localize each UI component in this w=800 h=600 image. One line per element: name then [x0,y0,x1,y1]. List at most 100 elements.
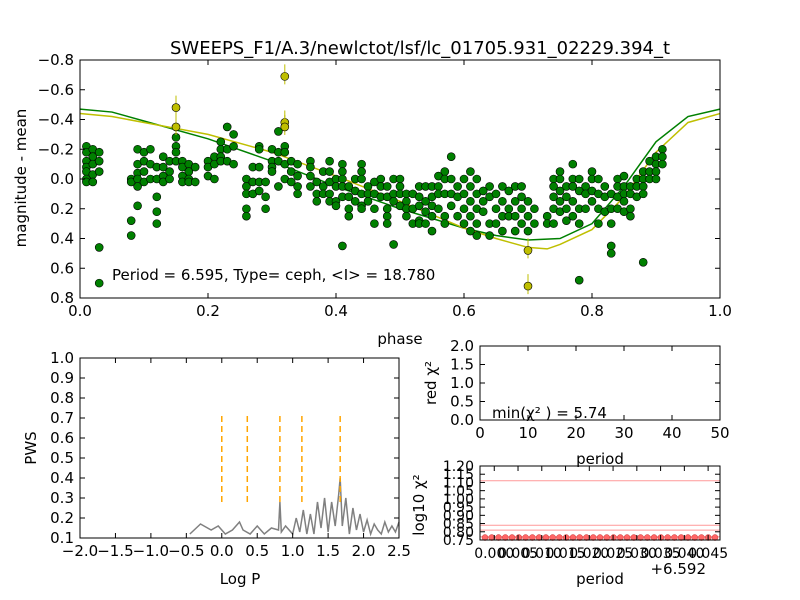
data-point-green [549,219,558,228]
x-tick-label: −2.0 [62,542,98,560]
data-point-green [165,167,174,176]
data-point-green [389,240,398,249]
x-tick-label: 0.000 [474,546,514,562]
data-point-green [440,219,450,228]
data-point-green [357,174,366,184]
data-point-green [242,204,251,214]
x-tick-label: 20 [566,424,585,442]
data-point-green [491,204,501,214]
x-tick-label: 2.5 [387,542,411,560]
data-point-green [472,174,482,184]
data-point-green [395,174,405,184]
data-point-green [421,219,430,228]
chi2-marker [637,534,644,541]
data-point-green [325,189,334,199]
y-tick-label: 0.0 [450,411,474,429]
data-point-green [562,204,571,214]
data-point-green [638,257,648,267]
log-chi2-markers [481,534,719,541]
data-point-green [402,211,411,221]
data-point-green [344,192,354,202]
x-tick-label: 0.5 [245,542,269,560]
chi2-marker [596,534,604,541]
y-tick-label: 1.20 [443,459,474,475]
y-tick-label: 0.8 [50,289,74,307]
data-point-green [293,171,302,181]
data-point-green [344,204,354,214]
data-point-green [222,122,232,132]
lightcurve-y-label: magnitude - mean [12,109,30,248]
data-point-green [555,186,565,196]
data-point-green [395,182,405,191]
data-point-green [651,167,661,176]
data-point-green [382,204,392,214]
data-point-green [94,167,104,176]
data-point-green [472,219,482,228]
data-point-green [517,219,526,228]
y-tick-label: 0.5 [450,393,474,411]
data-point-green [510,211,520,221]
data-point-green [363,197,373,206]
y-tick-label: 0.95 [443,500,474,516]
chi2-y-label: red χ² [422,361,440,405]
data-point-green [498,226,507,236]
data-point-green [440,211,450,221]
data-point-green [453,211,462,221]
data-point-green [504,204,514,214]
data-point-green [126,216,136,225]
data-point-green [94,156,104,166]
data-point-green [293,182,302,191]
data-point-green [229,159,238,169]
chi2-marker [502,534,509,541]
data-point-green [510,226,520,236]
data-point-green [338,167,347,176]
data-point-green [446,174,456,184]
data-point-green [485,231,494,240]
data-point-yellow [280,122,290,132]
chi2-marker [508,534,516,541]
data-point-green [549,182,558,191]
log-chi2-y-label: log10 χ² [410,474,428,535]
data-point-green [594,219,603,228]
data-point-green [286,177,296,187]
data-point-green [619,171,629,181]
data-point-green [568,182,578,191]
data-point-green [638,189,648,199]
chi2-marker [589,534,597,541]
y-tick-label: 0.1 [50,529,74,547]
chi2-x-label: period [576,450,624,468]
periodogram-y-label: PWS [22,431,40,464]
data-point-green [466,182,475,191]
data-point-green [459,219,469,228]
data-point-yellow [523,246,533,255]
data-point-green [434,182,443,191]
data-point-green [306,171,315,181]
chi2-marker [556,534,563,541]
data-point-green [139,167,149,176]
data-point-green [626,211,635,221]
data-point-yellow [171,122,181,132]
data-point-green [402,197,411,206]
data-point-green [523,226,533,236]
chi2-marker [650,534,658,541]
chi2-marker [576,534,583,541]
lightcurve-title: SWEEPS_F1/A.3/newlctot/lsf/lc_01705.931_… [170,38,670,59]
y-tick-label: 1.0 [450,374,474,392]
data-point-green [498,197,507,206]
chi2-marker [623,534,631,541]
data-point-green [626,204,635,214]
chi2-marker [495,534,502,541]
y-tick-label: 1.10 [443,475,474,491]
data-point-green [389,197,398,206]
x-tick-label: −1.0 [133,542,169,560]
data-point-green [306,162,315,172]
data-point-green [94,147,104,157]
x-tick-label: 1.0 [708,302,732,320]
data-point-green [562,216,571,225]
y-tick-label: 0.75 [443,533,474,549]
data-point-green [325,167,334,176]
x-tick-label: 0.040 [664,546,704,562]
log-chi2-y-ticks: 0.750.800.850.900.951.001.051.101.151.20 [443,459,720,549]
x-tick-label: −1.5 [97,542,133,560]
